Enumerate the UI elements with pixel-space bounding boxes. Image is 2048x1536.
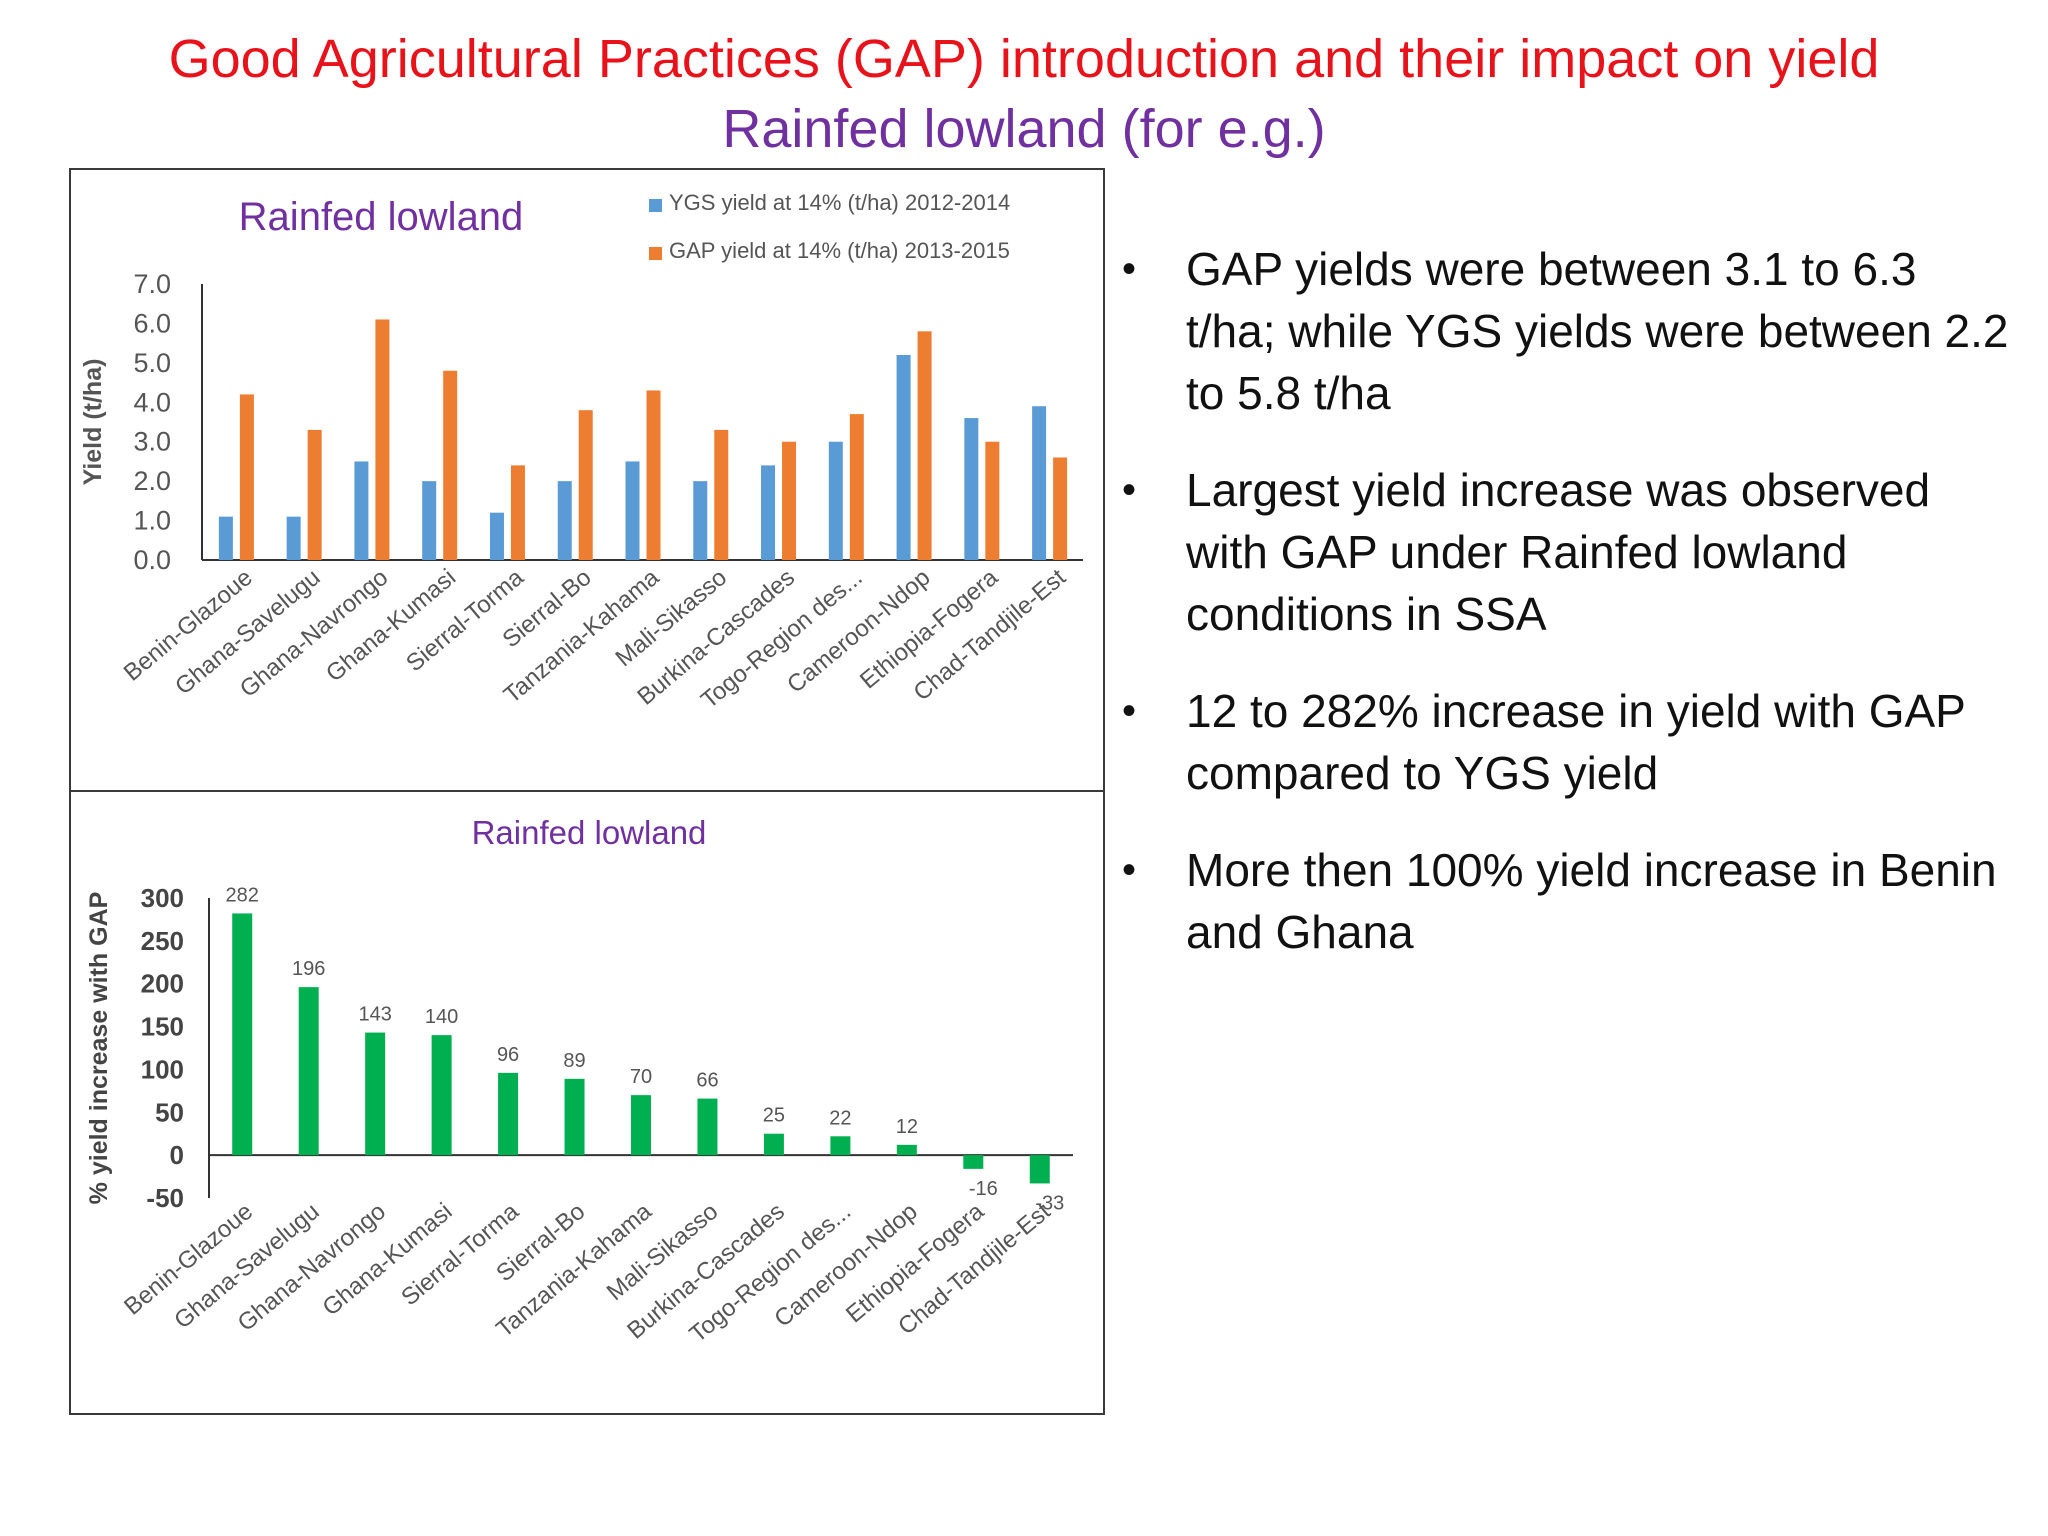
gap-bar (782, 441, 797, 560)
gap-bar (578, 410, 593, 560)
data-label: 196 (292, 958, 325, 980)
legend-swatch (649, 199, 662, 212)
increase-bar (763, 1133, 784, 1156)
ygs-bar (422, 481, 437, 560)
bullet-dot-icon: • (1122, 247, 1137, 291)
y-tick-label: 200 (141, 969, 184, 999)
bullet-list: • GAP yields were between 3.1 to 6.3 t/ha… (1110, 238, 2010, 998)
y-tick-label: 50 (155, 1097, 184, 1127)
x-tick-label: Sierral-Torma (401, 563, 529, 677)
bullet-text: GAP yields were between 3.1 to 6.3 t/ha;… (1186, 243, 2009, 419)
data-label: 70 (630, 1066, 652, 1088)
gap-bar (985, 441, 1000, 560)
gap-bar (443, 370, 458, 560)
data-label: 22 (829, 1107, 851, 1129)
ygs-bar (218, 516, 233, 560)
y-tick-label: 4.0 (133, 387, 171, 417)
increase-bar (697, 1098, 718, 1156)
yield-bar-chart: Rainfed lowland YGS yield at 14% (t/ha) 2… (79, 190, 1083, 714)
increase-bar (830, 1136, 851, 1156)
y-axis-label: Yield (t/ha) (79, 359, 107, 486)
bullet-dot-icon: • (1122, 848, 1137, 892)
y-tick-label: 3.0 (133, 427, 171, 457)
y-tick-label: 150 (141, 1012, 184, 1042)
gap-bar (307, 429, 322, 560)
y-tick-label: 1.0 (133, 506, 171, 536)
ygs-bar (964, 418, 979, 560)
gap-bar (849, 414, 864, 560)
yield-chart-panel: Rainfed lowland YGS yield at 14% (t/ha) 2… (69, 168, 1105, 792)
y-tick-label: 2.0 (133, 466, 171, 496)
increase-bar (498, 1072, 519, 1156)
bullet-item: • Largest yield increase was observed wit… (1110, 459, 2010, 645)
legend-swatch (649, 247, 662, 260)
y-axis-label: % yield increase with GAP (85, 892, 113, 1205)
bullet-text: Largest yield increase was observed with… (1186, 464, 1931, 640)
increase-bar (631, 1095, 651, 1156)
y-tick-label: 5.0 (133, 348, 171, 378)
data-label: 140 (425, 1006, 458, 1028)
y-tick-label: 300 (141, 883, 184, 913)
gap-bar (714, 429, 729, 560)
data-label: 96 (497, 1044, 519, 1066)
legend-label: GAP yield at 14% (t/ha) 2013-2015 (669, 238, 1010, 263)
y-tick-label: 7.0 (133, 269, 171, 299)
gap-bar (375, 319, 390, 560)
y-tick-label: 100 (141, 1054, 184, 1084)
increase-bar (431, 1035, 452, 1156)
ygs-bar (828, 441, 843, 560)
y-tick-label: 0 (170, 1140, 184, 1170)
bullet-text: 12 to 282% increase in yield with GAP co… (1186, 685, 1966, 799)
ygs-bar (625, 461, 640, 560)
data-label: 25 (763, 1105, 785, 1127)
bullet-item: • GAP yields were between 3.1 to 6.3 t/ha… (1110, 238, 2010, 424)
gap-bar (646, 390, 661, 560)
data-label: -33 (1035, 1192, 1064, 1214)
bullet-item: • 12 to 282% increase in yield with GAP c… (1110, 680, 2010, 804)
slide-subtitle: Rainfed lowland (for e.g.) (722, 99, 1326, 159)
legend-label: YGS yield at 14% (t/ha) 2012-2014 (669, 190, 1010, 215)
y-tick-label: 0.0 (133, 545, 171, 575)
data-label: 282 (226, 884, 259, 906)
y-tick-label: -50 (146, 1183, 184, 1213)
ygs-bar (354, 461, 369, 560)
slide-title: Good Agricultural Practices (GAP) introd… (168, 29, 1880, 89)
data-label: 143 (358, 1004, 391, 1026)
increase-bar (896, 1144, 917, 1156)
ygs-bar (693, 481, 708, 560)
increase-bar (298, 987, 319, 1156)
increase-bar (564, 1078, 585, 1156)
data-label: -16 (969, 1178, 998, 1200)
gap-bar (510, 465, 525, 560)
bullet-dot-icon: • (1122, 689, 1137, 733)
increase-bar (963, 1155, 984, 1169)
data-label: 12 (896, 1116, 918, 1138)
ygs-bar (489, 512, 504, 560)
bullet-text: More then 100% yield increase in Benin a… (1186, 844, 1997, 958)
bullet-dot-icon: • (1122, 468, 1137, 512)
data-label: 66 (696, 1070, 718, 1092)
y-tick-label: 6.0 (133, 308, 171, 338)
y-tick-label: 250 (141, 926, 184, 956)
bullet-item: • More then 100% yield increase in Benin … (1110, 839, 2010, 963)
increase-bar-chart: Rainfed lowland -50 0 50 100 150 200 250 300 % yi… (85, 814, 1073, 1348)
increase-bar (1029, 1155, 1050, 1184)
chart-title: Rainfed lowland (472, 814, 707, 851)
ygs-bar (286, 516, 301, 560)
gap-bar (917, 331, 932, 560)
increase-bar (365, 1032, 386, 1156)
increase-bar (232, 913, 253, 1156)
ygs-bar (557, 481, 572, 560)
increase-chart-panel: Rainfed lowland -50 0 50 100 150 200 250 300 % yi… (69, 790, 1105, 1415)
gap-bar (239, 394, 254, 560)
ygs-bar (896, 354, 911, 560)
ygs-bar (1032, 406, 1047, 560)
ygs-bar (761, 465, 776, 560)
gap-bar (1053, 457, 1068, 560)
chart-title: Rainfed lowland (239, 195, 524, 239)
data-label: 89 (563, 1050, 585, 1072)
